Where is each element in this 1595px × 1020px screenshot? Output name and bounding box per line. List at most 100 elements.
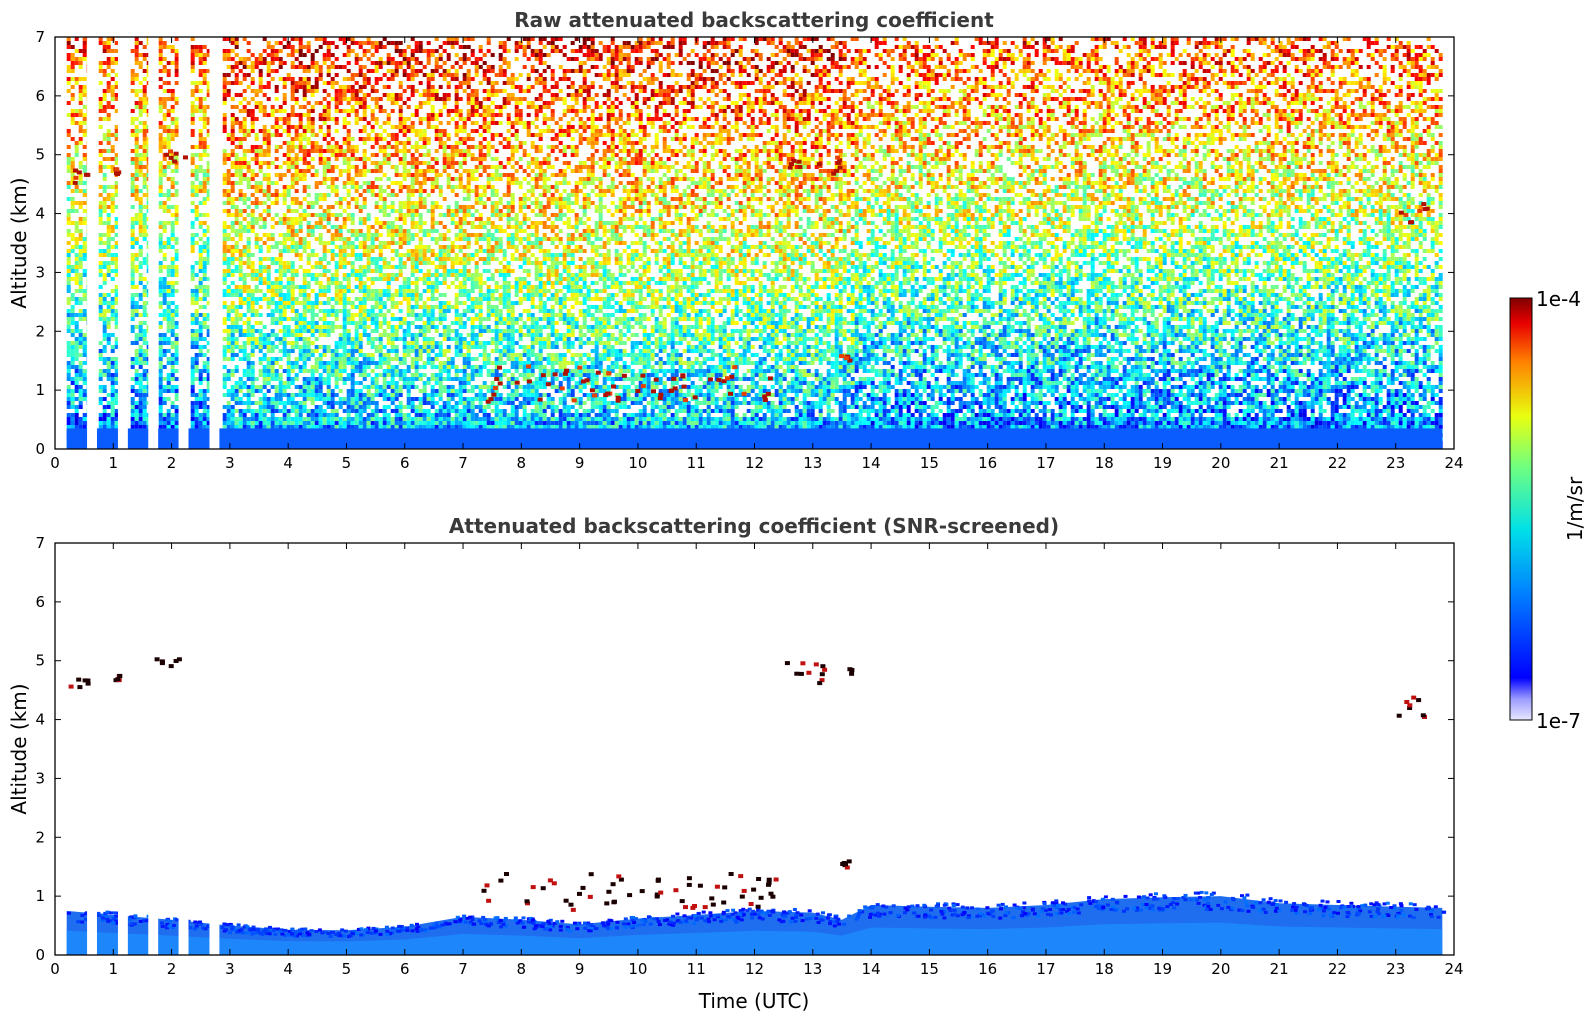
cloud-feature-mark xyxy=(627,893,633,898)
y-tick-label: 5 xyxy=(35,146,45,164)
cloud-feature-mark xyxy=(819,678,825,683)
cloud-feature-mark xyxy=(798,671,804,676)
panel-screened-xlabel: Time (UTC) xyxy=(698,989,810,1013)
x-tick-label: 23 xyxy=(1386,960,1405,978)
cloud-feature-mark xyxy=(562,371,568,376)
cloud-feature-mark xyxy=(526,364,532,369)
x-tick-label: 21 xyxy=(1270,454,1289,472)
cloud-feature-mark xyxy=(1396,713,1402,718)
cloud-feature-mark xyxy=(773,877,779,882)
cloud-feature-mark xyxy=(564,368,569,373)
cloud-feature-mark xyxy=(1409,220,1414,225)
x-tick-label: 15 xyxy=(920,960,939,978)
cloud-feature-mark xyxy=(621,373,627,378)
cloud-feature-mark xyxy=(526,379,532,384)
cloud-feature-mark xyxy=(616,874,622,879)
x-tick-label: 8 xyxy=(517,960,527,978)
cloud-feature-mark xyxy=(655,877,661,882)
cloud-feature-mark xyxy=(606,889,612,894)
y-tick-label: 5 xyxy=(35,652,45,670)
cloud-feature-mark xyxy=(568,902,574,907)
x-tick-label: 11 xyxy=(687,960,706,978)
cloud-feature-mark xyxy=(669,388,675,393)
cloud-feature-mark xyxy=(654,894,660,899)
cloud-feature-mark xyxy=(580,379,586,384)
cloud-feature-mark xyxy=(847,667,853,672)
cloud-feature-mark xyxy=(588,872,594,877)
cloud-feature-mark xyxy=(176,657,182,662)
cloud-feature-mark xyxy=(159,661,165,666)
cloud-feature-mark xyxy=(683,905,688,910)
cloud-feature-mark xyxy=(1420,713,1426,718)
x-tick-label: 5 xyxy=(342,454,352,472)
x-tick-label: 10 xyxy=(628,960,647,978)
x-tick-label: 23 xyxy=(1386,454,1405,472)
cloud-feature-mark xyxy=(615,395,621,400)
x-tick-label: 7 xyxy=(458,454,468,472)
cloud-feature-mark xyxy=(577,891,582,896)
cloud-feature-mark xyxy=(504,872,509,876)
cloud-feature-mark xyxy=(488,397,494,402)
cloud-feature-mark xyxy=(85,681,91,686)
x-tick-label: 16 xyxy=(978,960,997,978)
cloud-feature-mark xyxy=(635,389,641,393)
panel-screened-ticks: 0 1 2 3 4 5 6 7 8 9 10 11 12 13 14 15 16 17 18 19 20 21 22 23 24… xyxy=(35,534,1463,978)
cloud-feature-mark xyxy=(741,888,747,893)
x-tick-label: 15 xyxy=(920,454,939,472)
cloud-feature-mark xyxy=(819,672,825,677)
cloud-feature-mark xyxy=(1407,706,1413,710)
x-tick-label: 17 xyxy=(1036,454,1055,472)
cloud-feature-mark xyxy=(498,878,504,883)
cloud-feature-mark xyxy=(1407,703,1413,708)
cloud-feature-mark xyxy=(738,874,744,879)
x-tick-label: 4 xyxy=(283,960,293,978)
x-tick-label: 14 xyxy=(862,454,881,472)
cloud-feature-mark xyxy=(797,165,803,169)
cloud-feature-mark xyxy=(683,398,689,403)
cloud-feature-mark xyxy=(606,371,612,376)
y-tick-label: 1 xyxy=(35,381,45,399)
cloud-feature-mark xyxy=(686,876,692,881)
cloud-feature-mark xyxy=(491,392,497,397)
cloud-feature-mark xyxy=(1421,202,1427,207)
x-tick-label: 19 xyxy=(1153,960,1172,978)
panel-raw-frame xyxy=(54,36,1455,450)
y-tick-label: 3 xyxy=(35,769,45,787)
cloud-feature-mark xyxy=(618,877,624,882)
y-tick-label: 0 xyxy=(35,440,45,458)
cloud-feature-mark xyxy=(540,886,546,891)
cloud-feature-mark xyxy=(486,898,492,903)
cloud-feature-mark xyxy=(154,657,160,662)
cloud-feature-mark xyxy=(690,905,696,910)
cloud-feature-mark xyxy=(563,898,569,903)
cloud-feature-mark xyxy=(611,384,616,389)
cloud-feature-mark xyxy=(68,684,74,689)
cloud-feature-mark xyxy=(673,888,679,893)
y-tick-label: 7 xyxy=(35,534,45,552)
cloud-feature-mark xyxy=(837,165,843,170)
panel-screened-title: Attenuated backscattering coefficient (S… xyxy=(449,514,1059,538)
cloud-feature-mark xyxy=(168,149,173,154)
x-tick-label: 1 xyxy=(109,960,119,978)
cloud-feature-mark xyxy=(73,168,78,173)
cloud-feature-mark xyxy=(85,678,91,683)
cloud-feature-mark xyxy=(658,392,664,397)
cloud-feature-mark xyxy=(537,397,543,402)
panel-screened-heatmap xyxy=(66,657,1447,955)
x-tick-label: 19 xyxy=(1153,454,1172,472)
cloud-feature-mark xyxy=(844,865,850,870)
cloud-feature-mark xyxy=(725,376,730,381)
cloud-feature-mark xyxy=(571,398,577,403)
cloud-feature-mark xyxy=(741,391,747,396)
cloud-feature-mark xyxy=(168,664,174,669)
cloud-feature-mark xyxy=(710,902,716,907)
cloud-feature-mark xyxy=(714,884,720,889)
cloud-feature-mark xyxy=(1398,210,1404,215)
x-tick-label: 14 xyxy=(862,960,881,978)
x-tick-label: 10 xyxy=(628,454,647,472)
cloud-feature-mark xyxy=(822,667,828,672)
x-tick-label: 3 xyxy=(225,960,235,978)
cloud-feature-mark xyxy=(77,685,83,690)
cloud-feature-mark xyxy=(748,902,754,906)
